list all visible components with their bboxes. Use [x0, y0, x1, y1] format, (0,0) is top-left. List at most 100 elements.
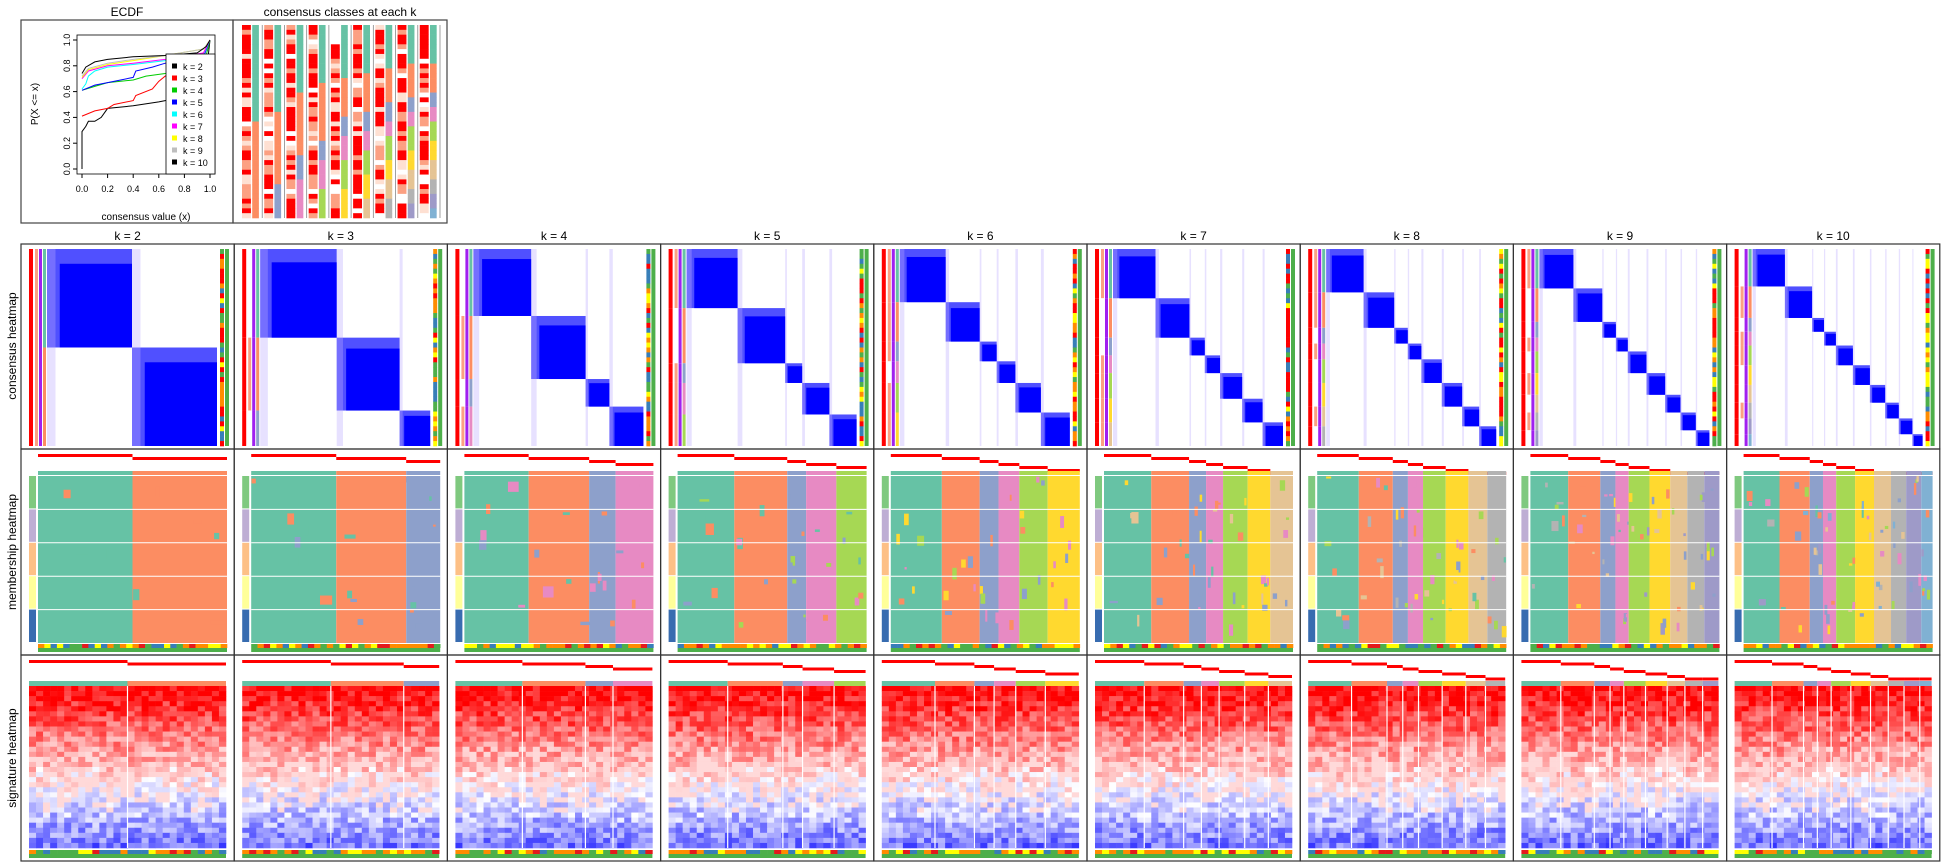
signature-cell: [361, 802, 370, 808]
annotation-cell: [469, 850, 477, 854]
signature-cell: [155, 782, 163, 788]
signature-cell: [284, 691, 292, 697]
signature-cell: [176, 802, 185, 808]
annotation-cell: [421, 644, 428, 648]
signature-cell: [99, 802, 107, 808]
signature-cell: [638, 787, 646, 793]
signature-cell: [525, 807, 534, 813]
signature-cell: [418, 751, 426, 758]
signature-cell: [731, 686, 740, 692]
annotation-cell: [433, 253, 438, 260]
annotation-cell: [415, 644, 422, 648]
class-cell: [252, 82, 259, 89]
signature-cell: [169, 827, 178, 834]
signature-cell: [696, 751, 705, 758]
signature-cell: [539, 686, 548, 692]
signature-cell: [106, 837, 114, 844]
class-cell: [252, 203, 259, 209]
signature-cell: [319, 696, 327, 702]
annotation-cell: [433, 367, 438, 373]
silhouette-cell: [419, 102, 429, 108]
signature-cell: [305, 751, 313, 758]
signature-cell: [696, 706, 705, 712]
class-cell: [363, 203, 370, 209]
signature-cell: [511, 686, 520, 692]
signature-cell: [476, 822, 484, 829]
signature-cell: [631, 827, 639, 834]
class-bar: [787, 471, 807, 475]
annotation-cell: [251, 644, 258, 648]
signature-cell: [368, 827, 377, 834]
annotation-cell: [575, 850, 583, 854]
signature-cell: [603, 741, 611, 748]
silhouette-cell: [419, 126, 429, 132]
signature-cell: [858, 822, 866, 829]
signature-cell: [113, 777, 121, 783]
annotation-cell: [778, 644, 785, 648]
signature-cell: [64, 787, 72, 793]
signature-cell: [218, 827, 227, 834]
silhouette-strip: [242, 249, 247, 338]
annotation-cell: [525, 850, 534, 854]
signature-cell: [85, 721, 93, 727]
signature-cell: [113, 832, 121, 839]
signature-cell: [682, 696, 691, 702]
silhouette-strip: [455, 379, 460, 407]
signature-cell: [29, 787, 37, 793]
signature-cell: [575, 711, 583, 717]
signature-cell: [43, 802, 51, 808]
signature-cell: [589, 792, 597, 798]
signature-cell: [64, 746, 72, 753]
signature-cell: [85, 792, 93, 798]
signature-cell: [71, 797, 79, 803]
signature-cell: [624, 696, 632, 702]
class-cell: [385, 189, 393, 195]
signature-cell: [162, 751, 171, 758]
signature-cell: [340, 701, 349, 707]
signature-cell: [305, 837, 313, 844]
signature-cell: [418, 701, 426, 707]
annotation-cell: [646, 273, 651, 279]
signature-cell: [204, 741, 213, 748]
signature-cell: [333, 741, 341, 748]
signature-cell: [858, 817, 866, 823]
signature-cell: [176, 787, 185, 793]
signature-cell: [504, 726, 512, 732]
signature-cell: [525, 842, 534, 849]
signature-cell: [389, 817, 398, 823]
signature-cell: [816, 716, 824, 722]
signature-cell: [333, 731, 341, 737]
signature-cell: [347, 802, 356, 808]
signature-cell: [333, 802, 341, 808]
signature-cell: [589, 741, 597, 748]
signature-cell: [291, 777, 299, 783]
silhouette-bar: [615, 463, 654, 466]
signature-cell: [50, 827, 58, 834]
annotation-cell: [396, 644, 403, 648]
signature-cell: [788, 711, 796, 717]
class-cell: [341, 203, 348, 209]
signature-cell: [823, 807, 831, 813]
membership-speck: [849, 577, 856, 582]
silhouette-cell: [242, 97, 251, 103]
signature-cell: [504, 761, 512, 768]
silhouette-cell: [242, 121, 251, 127]
silhouette-cell: [330, 203, 340, 209]
class-cell: [274, 68, 282, 74]
signature-cell: [781, 817, 789, 823]
signature-cell: [567, 726, 576, 732]
signature-cell: [256, 812, 264, 818]
signature-cell: [504, 716, 512, 722]
annotation-cell: [333, 644, 340, 648]
signature-cell: [155, 837, 163, 844]
signature-cell: [162, 761, 171, 768]
signature-cell: [148, 797, 156, 803]
signature-cell: [858, 807, 866, 813]
signature-cell: [816, 807, 824, 813]
signature-cell: [717, 721, 726, 727]
signature-cell: [396, 782, 405, 788]
signature-cell: [490, 842, 498, 849]
signature-cell: [851, 822, 859, 829]
signature-cell: [731, 812, 740, 818]
signature-cell: [617, 751, 625, 758]
